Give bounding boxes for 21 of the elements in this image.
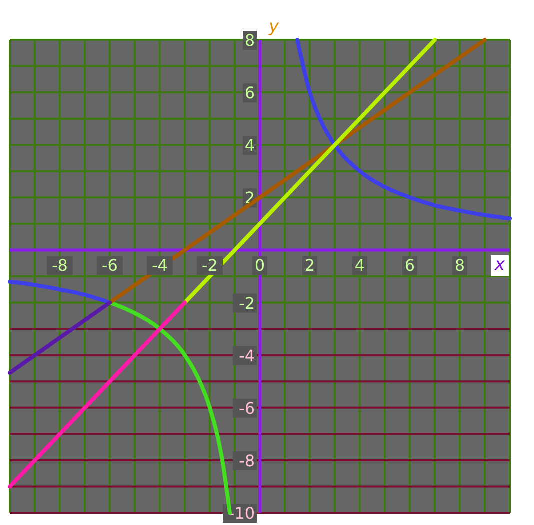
y-tick-label: -8 xyxy=(239,451,255,470)
x-tick-label: 0 xyxy=(254,256,266,276)
y-axis-title: y xyxy=(268,17,280,37)
y-tick-label: 8 xyxy=(244,31,255,50)
y-tick-label: 4 xyxy=(244,136,255,156)
x-tick-label: -4 xyxy=(152,256,168,276)
y-tick-label: 6 xyxy=(244,84,255,103)
y-tick-label: -6 xyxy=(239,398,255,418)
y-tick-label: -10 xyxy=(228,504,255,523)
x-tick-label: -6 xyxy=(102,256,118,276)
x-tick-label: 6 xyxy=(404,256,416,276)
x-tick-label: 2 xyxy=(304,256,316,276)
x-tick-label: -8 xyxy=(52,256,68,276)
x-tick-label: -2 xyxy=(202,256,218,276)
x-axis-title: x xyxy=(494,255,506,276)
x-tick-label: 8 xyxy=(454,256,466,276)
y-tick-label: -2 xyxy=(239,294,255,313)
x-tick-label: 4 xyxy=(354,256,366,276)
line-series xyxy=(296,38,512,221)
y-tick-label: -4 xyxy=(239,346,255,366)
line-series xyxy=(8,280,112,305)
